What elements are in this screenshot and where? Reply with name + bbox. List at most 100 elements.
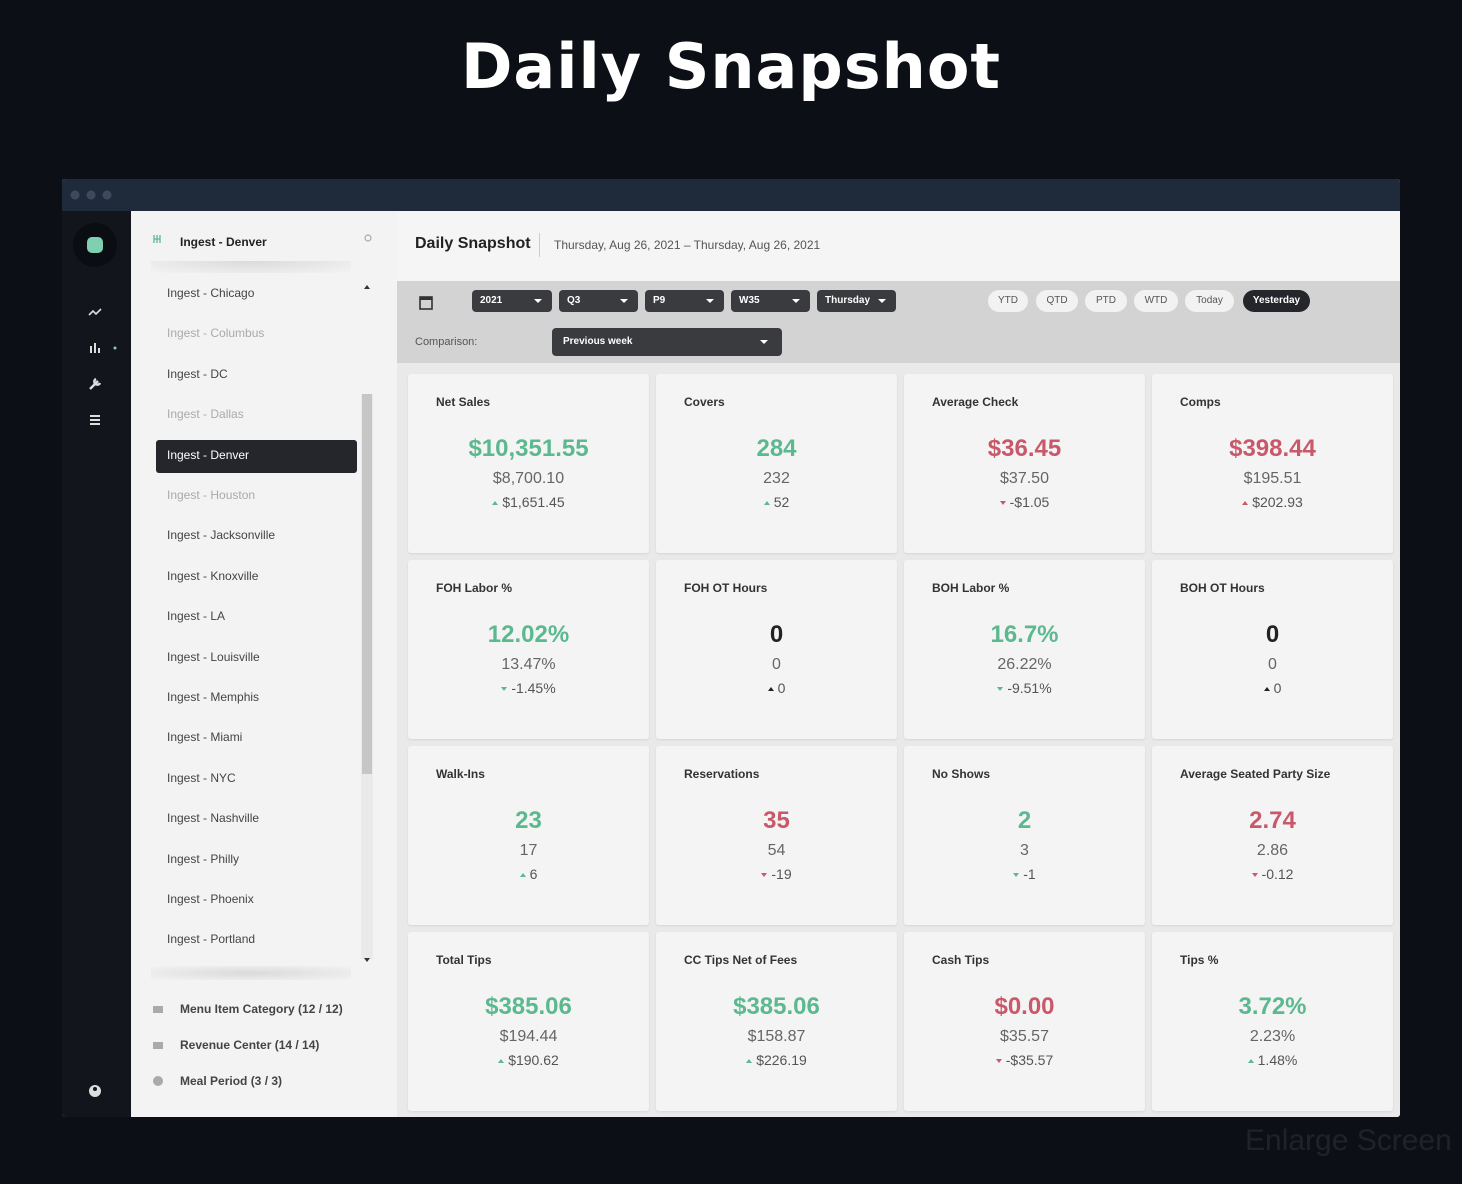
- kpi-label: Comps: [1180, 395, 1221, 409]
- dropdown[interactable]: Q3: [559, 290, 638, 312]
- kpi-delta-row: -1: [904, 866, 1145, 882]
- kpi-value: 3.72%: [1238, 993, 1307, 1020]
- kpi-card: BOH Labor % 16.7% 26.22% -9.51%: [904, 560, 1145, 739]
- trend-arrow: [997, 687, 1004, 692]
- kpi-value: 2.74: [1249, 807, 1296, 834]
- kpi-delta-row: $190.62: [408, 1052, 649, 1068]
- dropdown-caret: [878, 299, 886, 303]
- trend-arrow: [1247, 1059, 1254, 1064]
- location-item[interactable]: Ingest - Dallas: [167, 407, 244, 422]
- page-title: Daily Snapshot: [460, 30, 1002, 103]
- dropdown-caret: [792, 299, 800, 303]
- kpi-previous: $37.50: [1000, 470, 1049, 487]
- dropdown[interactable]: P9: [645, 290, 724, 312]
- kpi-delta-row: 1.48%: [1152, 1052, 1393, 1068]
- period-pill[interactable]: WTD: [1134, 290, 1178, 312]
- sidebar: Ingest - Denver Ingest - Chicago Ingest - …: [131, 211, 397, 1117]
- kpi-previous: 54: [767, 842, 786, 859]
- kpi-card: Reservations 35 54 -19: [656, 746, 897, 925]
- kpi-previous: 13.47%: [501, 656, 556, 673]
- location-item[interactable]: Ingest - Memphis: [167, 690, 260, 704]
- kpi-previous: 3: [1020, 842, 1029, 859]
- kpi-delta: 6: [529, 866, 538, 882]
- kpi-value: $398.44: [1229, 435, 1316, 462]
- kpi-delta-row: 0: [1152, 680, 1393, 696]
- kpi-previous: $195.51: [1243, 470, 1302, 487]
- kpi-delta: -0.12: [1261, 866, 1294, 882]
- sidebar-header[interactable]: Ingest - Denver: [180, 235, 267, 249]
- location-item[interactable]: Ingest - Louisville: [167, 649, 260, 664]
- kpi-delta: $226.19: [756, 1052, 807, 1068]
- kpi-value: 23: [515, 807, 542, 834]
- location-item[interactable]: Ingest - Jacksonville: [167, 528, 276, 543]
- filter-item[interactable]: Menu Item Category (12 / 12): [180, 1002, 343, 1016]
- kpi-delta-row: 6: [408, 866, 649, 882]
- location-item[interactable]: Ingest - Columbus: [167, 326, 265, 341]
- dropdown[interactable]: Thursday: [817, 290, 896, 312]
- location-item[interactable]: Ingest - NYC: [167, 770, 236, 785]
- kpi-delta-row: -$1.05: [904, 494, 1145, 510]
- kpi-label: Total Tips: [436, 953, 492, 967]
- trend-arrow: [999, 501, 1006, 506]
- kpi-value: 35: [763, 807, 790, 834]
- calendar-icon[interactable]: [417, 293, 437, 313]
- location-item[interactable]: Ingest - Houston: [167, 488, 256, 502]
- dropdown[interactable]: 2021: [472, 290, 552, 312]
- kpi-delta: -$35.57: [1005, 1052, 1054, 1068]
- kpi-label: FOH OT Hours: [684, 581, 768, 595]
- location-item[interactable]: Ingest - Miami: [167, 730, 243, 745]
- trend-arrow: [501, 687, 508, 692]
- filter-item[interactable]: Revenue Center (14 / 14): [180, 1038, 320, 1052]
- kpi-label: CC Tips Net of Fees: [684, 953, 798, 967]
- kpi-label: BOH OT Hours: [1180, 581, 1265, 595]
- period-pill[interactable]: YTD: [988, 290, 1028, 312]
- period-pill[interactable]: Yesterday: [1243, 290, 1310, 312]
- kpi-delta: -19: [771, 866, 792, 882]
- kpi-label: FOH Labor %: [436, 581, 513, 595]
- period-pill[interactable]: PTD: [1085, 290, 1127, 312]
- location-item[interactable]: Ingest - Philly: [167, 851, 240, 866]
- kpi-delta: 1.48%: [1257, 1052, 1298, 1068]
- kpi-previous: $194.44: [499, 1028, 558, 1045]
- comparison-dropdown[interactable]: Previous week: [552, 328, 782, 356]
- main: Daily Snapshot Thursday, Aug 26, 2021 – T…: [397, 211, 1400, 1117]
- trend-arrow: [761, 873, 768, 878]
- icon-bar: [62, 211, 131, 1117]
- kpi-previous: 2.86: [1256, 842, 1289, 859]
- kpi-card: Average Seated Party Size 2.74 2.86 -0.12: [1152, 746, 1393, 925]
- title-bar: [62, 179, 1400, 211]
- kpi-delta: -1.45%: [511, 680, 556, 696]
- location-item[interactable]: Ingest - Phoenix: [167, 892, 254, 906]
- trend-arrow: [519, 873, 526, 878]
- period-pill[interactable]: QTD: [1036, 290, 1078, 312]
- kpi-value: $10,351.55: [468, 435, 589, 462]
- location-item[interactable]: Ingest - Nashville: [167, 811, 260, 826]
- kpi-value: 284: [756, 435, 797, 462]
- location-item[interactable]: Ingest - LA: [167, 609, 226, 624]
- period-pill[interactable]: Today: [1185, 290, 1234, 312]
- kpi-card: No Shows 2 3 -1: [904, 746, 1145, 925]
- kpi-previous: $158.87: [747, 1028, 806, 1045]
- dropdown-caret: [706, 299, 714, 303]
- kpi-delta-row: -$35.57: [904, 1052, 1145, 1068]
- filter-item[interactable]: Meal Period (3 / 3): [180, 1074, 283, 1088]
- kpi-delta: -$1.05: [1009, 494, 1050, 510]
- kpi-delta: $202.93: [1252, 494, 1303, 510]
- kpi-delta: 0: [777, 680, 786, 696]
- location-item-selected[interactable]: [156, 439, 357, 473]
- location-item[interactable]: Ingest - DC: [167, 366, 228, 381]
- location-item[interactable]: Ingest - Chicago: [167, 286, 255, 300]
- location-item[interactable]: Ingest - Portland: [167, 932, 256, 947]
- trend-arrow: [1263, 687, 1270, 692]
- location-item[interactable]: Ingest - Denver: [167, 447, 250, 462]
- kpi-value: 12.02%: [487, 621, 570, 648]
- kpi-delta: $190.62: [508, 1052, 559, 1068]
- trend-arrow: [1013, 873, 1020, 878]
- kpi-label: No Shows: [932, 767, 991, 781]
- kpi-card: CC Tips Net of Fees $385.06 $158.87 $226.19: [656, 932, 897, 1111]
- kpi-label: Average Check: [932, 395, 1019, 409]
- kpi-delta-row: -0.12: [1152, 866, 1393, 882]
- dropdown[interactable]: W35: [731, 290, 810, 312]
- location-item[interactable]: Ingest - Knoxville: [167, 568, 259, 583]
